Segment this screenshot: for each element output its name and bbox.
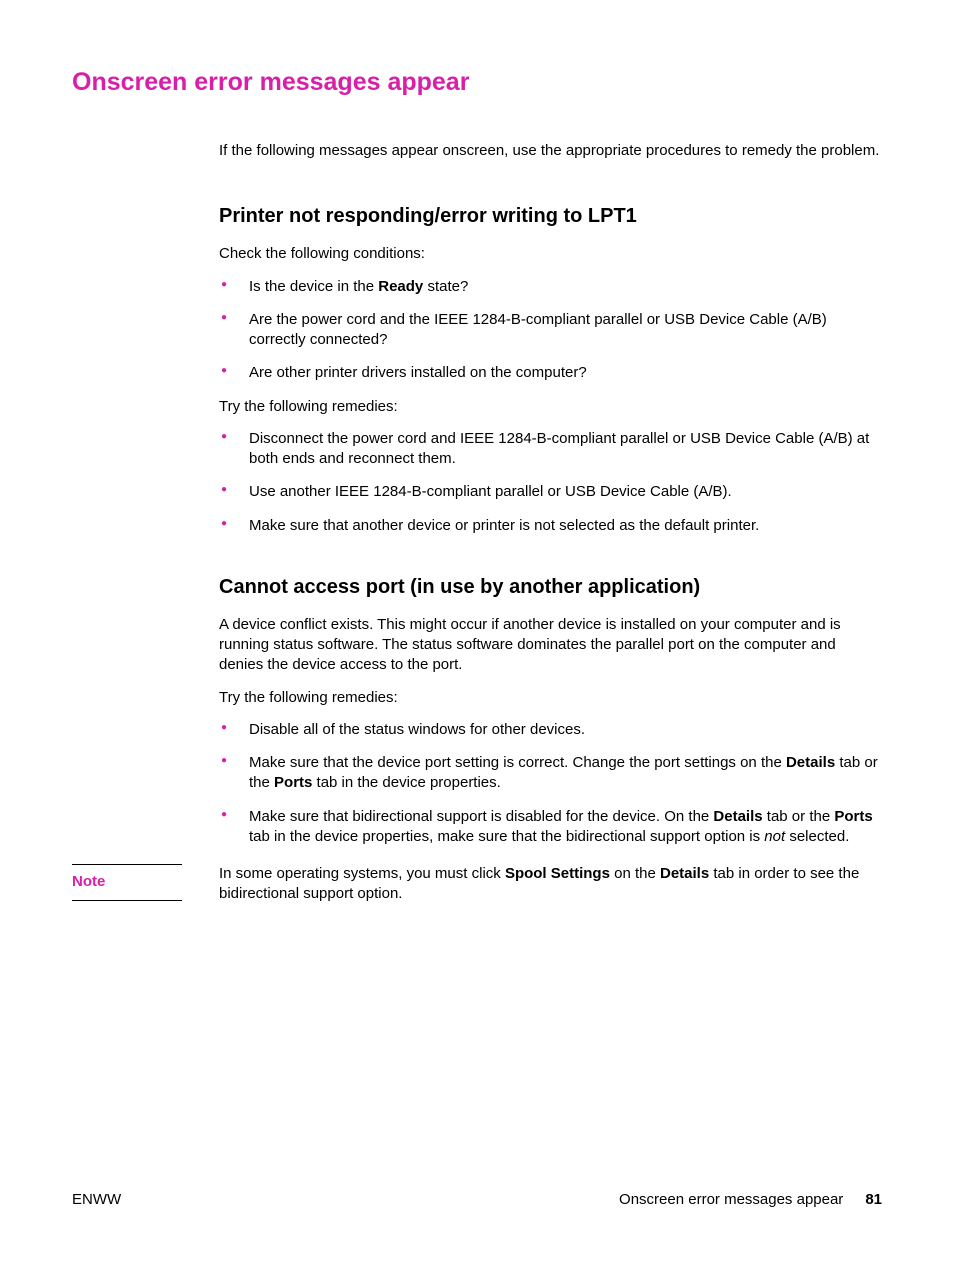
- note-text-part: In some operating systems, you must clic…: [219, 865, 505, 882]
- page-number: 81: [865, 1191, 882, 1208]
- list-item: Is the device in the Ready state?: [219, 277, 882, 297]
- note-text: In some operating systems, you must clic…: [219, 860, 882, 905]
- list-item: Make sure that the device port setting i…: [219, 753, 882, 794]
- section2-try-list: Disable all of the status windows for ot…: [219, 720, 882, 847]
- note-bold: Spool Settings: [505, 865, 610, 882]
- list-bold: Ready: [378, 278, 423, 295]
- section2-try-intro: Try the following remedies:: [219, 688, 882, 708]
- page-footer: ENWW Onscreen error messages appear 81: [0, 1191, 954, 1208]
- section2-heading: Cannot access port (in use by another ap…: [219, 576, 882, 599]
- footer-right: Onscreen error messages appear 81: [619, 1191, 882, 1208]
- list-item: Disable all of the status windows for ot…: [219, 720, 882, 740]
- list-item: Disconnect the power cord and IEEE 1284-…: [219, 429, 882, 470]
- note-label: Note: [72, 864, 182, 901]
- intro-paragraph: If the following messages appear onscree…: [219, 141, 882, 161]
- section2-para1: A device conflict exists. This might occ…: [219, 615, 882, 676]
- list-bold: Ports: [274, 774, 312, 791]
- list-text: selected.: [785, 828, 849, 845]
- list-text: Make sure that bidirectional support is …: [249, 808, 713, 825]
- note-row: Note In some operating systems, you must…: [72, 860, 882, 905]
- section1-heading: Printer not responding/error writing to …: [219, 205, 882, 228]
- list-item: Use another IEEE 1284-B-compliant parall…: [219, 482, 882, 502]
- list-text: tab in the device properties.: [312, 774, 500, 791]
- footer-left: ENWW: [72, 1191, 121, 1208]
- list-item: Make sure that bidirectional support is …: [219, 807, 882, 848]
- note-text-part: on the: [610, 865, 660, 882]
- footer-section-title: Onscreen error messages appear: [619, 1191, 843, 1208]
- list-text: state?: [423, 278, 468, 295]
- section1-check-list: Is the device in the Ready state? Are th…: [219, 277, 882, 384]
- list-item: Make sure that another device or printer…: [219, 516, 882, 536]
- list-italic: not: [764, 828, 785, 845]
- list-bold: Ports: [834, 808, 872, 825]
- list-item: Are the power cord and the IEEE 1284-B-c…: [219, 310, 882, 351]
- list-text: tab or the: [763, 808, 835, 825]
- list-bold: Details: [786, 754, 835, 771]
- main-heading: Onscreen error messages appear: [72, 68, 882, 97]
- section1-check-intro: Check the following conditions:: [219, 244, 882, 264]
- list-text: Is the device in the: [249, 278, 378, 295]
- note-label-wrap: Note: [72, 860, 219, 901]
- note-bold: Details: [660, 865, 709, 882]
- page-content: Onscreen error messages appear If the fo…: [0, 0, 954, 905]
- list-text: Make sure that the device port setting i…: [249, 754, 786, 771]
- content-body: If the following messages appear onscree…: [219, 141, 882, 847]
- section1-try-intro: Try the following remedies:: [219, 397, 882, 417]
- list-text: tab in the device properties, make sure …: [249, 828, 764, 845]
- list-item: Are other printer drivers installed on t…: [219, 363, 882, 383]
- list-bold: Details: [713, 808, 762, 825]
- section1-try-list: Disconnect the power cord and IEEE 1284-…: [219, 429, 882, 536]
